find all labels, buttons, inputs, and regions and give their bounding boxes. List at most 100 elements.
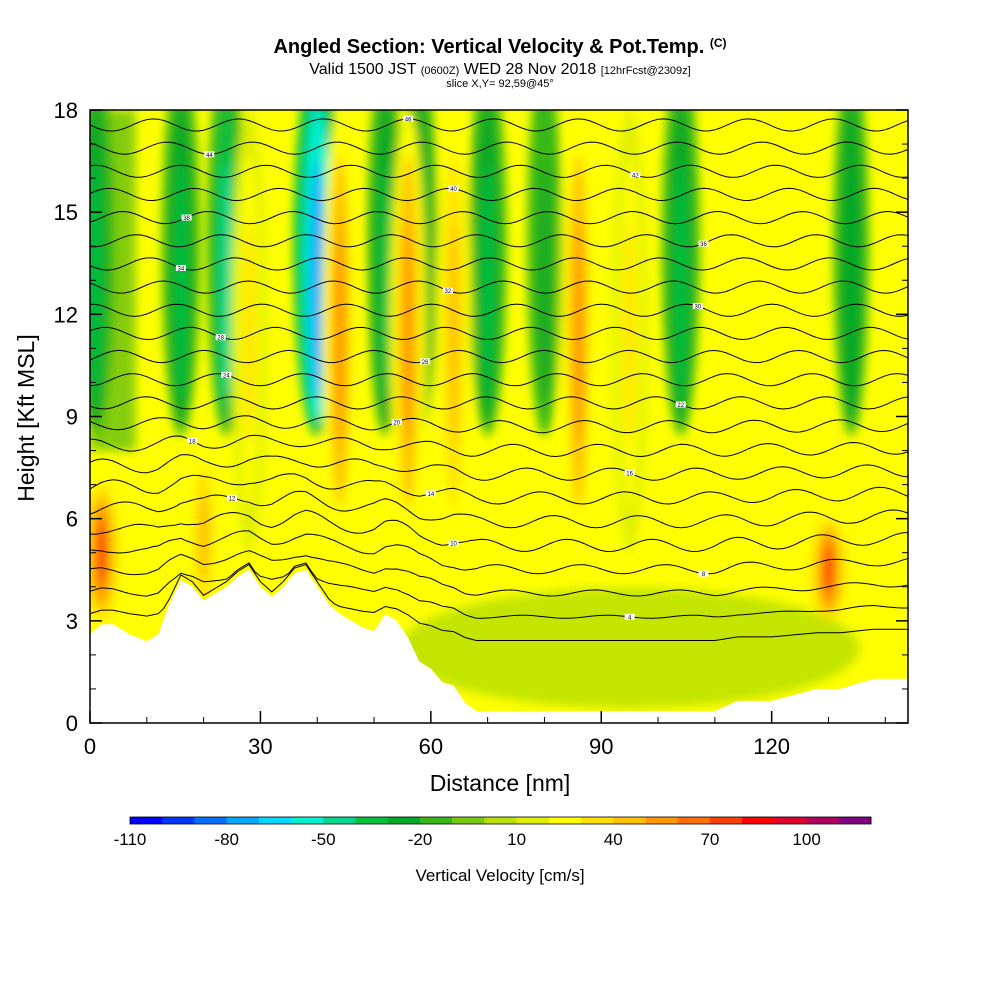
y-axis-label: Height [Kft MSL] bbox=[13, 334, 39, 501]
contour-label-text: 22 bbox=[677, 403, 684, 409]
colorbar-tick-label: -20 bbox=[408, 830, 433, 849]
contour-label-bg bbox=[221, 371, 232, 378]
theta-contour-label: 10 bbox=[448, 540, 459, 548]
contour-label-text: 42 bbox=[632, 173, 639, 179]
colorbar-swatch bbox=[226, 817, 260, 824]
theta-contour-label: 20 bbox=[391, 418, 402, 426]
colorbar-swatch bbox=[484, 817, 518, 824]
theta-contour-line bbox=[90, 415, 908, 434]
x-tick-label: 90 bbox=[589, 734, 613, 759]
chart-title: Angled Section: Vertical Velocity & Pot.… bbox=[0, 36, 1000, 59]
y-tick-label: 3 bbox=[66, 609, 78, 634]
updraft-core bbox=[573, 220, 584, 443]
contour-label-bg bbox=[698, 570, 709, 577]
updraft-core bbox=[244, 220, 255, 443]
plot-area: 4810121416182022242628303234363840424446… bbox=[90, 97, 908, 723]
contour-label-text: 12 bbox=[229, 496, 236, 502]
downdraft-core bbox=[220, 160, 233, 401]
contour-label-text: 34 bbox=[178, 267, 185, 273]
subtitle-valid: Valid 1500 JST bbox=[309, 61, 417, 78]
theta-contour-label: 4 bbox=[624, 613, 635, 621]
updraft-core bbox=[334, 220, 345, 443]
contour-label-text: 38 bbox=[183, 216, 190, 222]
contour-label-text: 30 bbox=[694, 305, 701, 311]
colorbar-swatch bbox=[258, 817, 292, 824]
contour-label-bg bbox=[420, 358, 431, 365]
theta-contour-label: 40 bbox=[448, 185, 459, 193]
colorbar-swatch bbox=[806, 817, 840, 824]
theta-contour-label: 8 bbox=[698, 570, 709, 578]
y-tick-label: 15 bbox=[54, 200, 78, 225]
contour-label-text: 24 bbox=[223, 373, 230, 379]
theta-contour-label: 28 bbox=[215, 334, 226, 342]
contour-label-bg bbox=[448, 540, 459, 547]
theta-contour-label: 26 bbox=[420, 358, 431, 366]
chart-subtitle: Valid 1500 JST (0600Z) WED 28 Nov 2018 [… bbox=[0, 61, 1000, 79]
downdraft-core bbox=[481, 160, 494, 401]
contour-label-bg bbox=[448, 185, 459, 192]
downdraft-core bbox=[675, 160, 687, 401]
field-region bbox=[399, 588, 860, 709]
terrain bbox=[90, 569, 908, 723]
colorbar-tick-label: -110 bbox=[114, 830, 147, 849]
theta-contour-label: 14 bbox=[425, 490, 436, 498]
colorbar-swatch bbox=[323, 817, 356, 824]
y-tick-label: 18 bbox=[54, 98, 78, 123]
contour-label-text: 20 bbox=[393, 420, 400, 426]
contour-label-bg bbox=[187, 437, 198, 444]
contour-label-bg bbox=[204, 151, 215, 158]
contour-label-text: 14 bbox=[427, 492, 434, 498]
theta-contour-line bbox=[90, 530, 908, 575]
y-tick-label: 6 bbox=[66, 507, 78, 532]
theta-contour-label: 36 bbox=[698, 240, 709, 248]
updraft-core bbox=[96, 518, 107, 587]
theta-contour-label: 34 bbox=[175, 265, 186, 273]
chart-title-units: (C) bbox=[709, 36, 727, 50]
theta-contour-label: 18 bbox=[187, 437, 198, 445]
colorbar-swatch bbox=[677, 817, 711, 824]
theta-contour-line bbox=[90, 303, 908, 317]
contour-label-text: 10 bbox=[450, 542, 457, 548]
colorbar-swatch bbox=[419, 817, 453, 824]
contour-label-bg bbox=[624, 469, 635, 476]
contour-label-bg bbox=[624, 613, 635, 620]
colorbar-swatch bbox=[709, 817, 743, 824]
downdraft-core bbox=[175, 160, 187, 401]
contour-label-text: 8 bbox=[702, 572, 706, 578]
contour-label-bg bbox=[227, 494, 238, 501]
contour-label-bg bbox=[692, 303, 703, 310]
updraft-core bbox=[403, 220, 414, 443]
contour-label-bg bbox=[403, 115, 414, 122]
colorbar-swatch bbox=[516, 817, 550, 824]
downdraft-core bbox=[539, 160, 550, 401]
theta-contour-line bbox=[90, 349, 908, 364]
colorbar-swatch bbox=[355, 817, 389, 824]
contour-label-text: 46 bbox=[405, 117, 412, 123]
colorbar-tick-label: -80 bbox=[214, 830, 239, 849]
updraft-core bbox=[624, 220, 635, 443]
theta-contour-label: 46 bbox=[403, 115, 414, 123]
colorbar-swatch bbox=[452, 817, 485, 824]
colorbar-swatch bbox=[162, 817, 195, 824]
colorbar: -110 -80 -50 -20 10 40 70 100 bbox=[114, 816, 872, 849]
downdraft-core bbox=[379, 160, 391, 401]
contour-label-text: 18 bbox=[189, 439, 196, 445]
slice-text: slice X,Y= 92,59@45° bbox=[446, 78, 554, 90]
contour-label-text: 16 bbox=[626, 471, 633, 477]
contour-label-bg bbox=[425, 490, 436, 497]
colorbar-label: Vertical Velocity [cm/s] bbox=[415, 866, 584, 885]
contour-label-bg bbox=[215, 334, 226, 341]
contour-label-text: 48 bbox=[632, 97, 639, 103]
updraft-core bbox=[823, 544, 834, 596]
contour-label-bg bbox=[675, 401, 686, 408]
theta-contour-line bbox=[90, 118, 908, 132]
colorbar-swatch bbox=[387, 817, 421, 824]
theta-contour-label: 24 bbox=[221, 371, 232, 379]
subtitle-forecast: [12hrFcst@2309z] bbox=[600, 65, 691, 77]
colorbar-swatch bbox=[291, 817, 324, 824]
x-tick-label: 60 bbox=[419, 734, 443, 759]
theta-contour-line bbox=[90, 210, 908, 225]
x-axis-label: Distance [nm] bbox=[430, 770, 571, 796]
theta-contour-label: 12 bbox=[227, 494, 238, 502]
